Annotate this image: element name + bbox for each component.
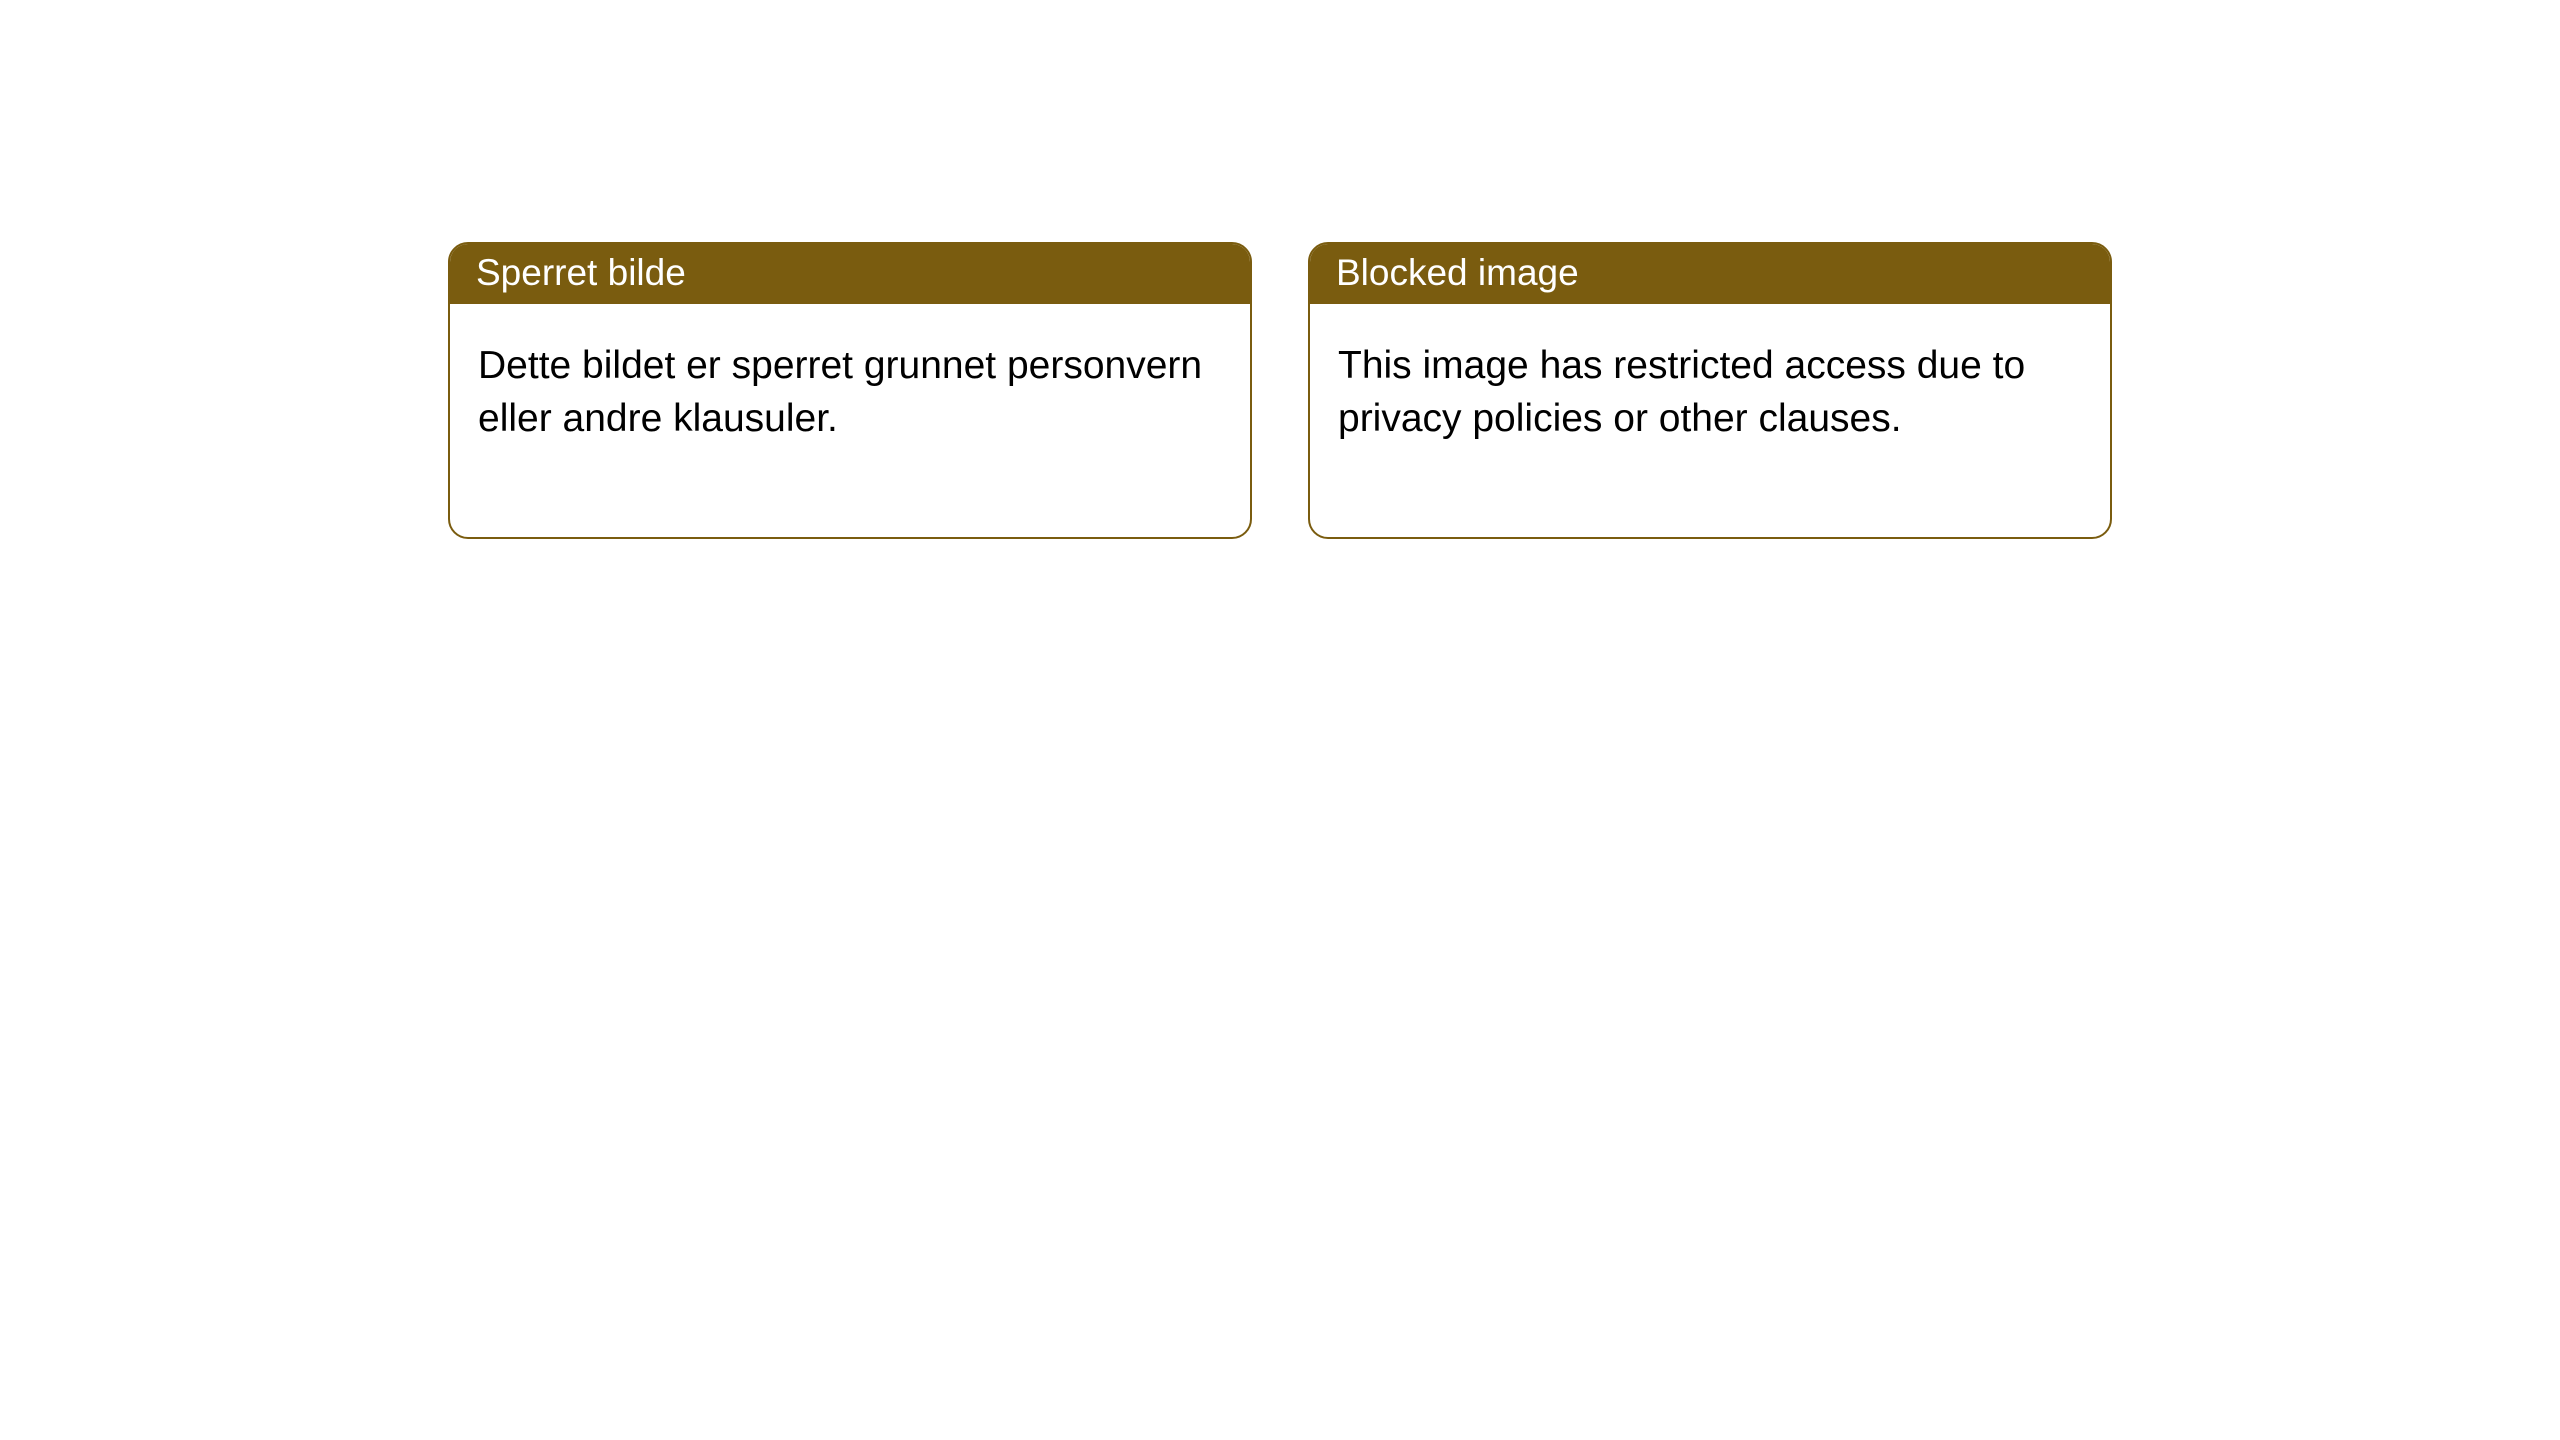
- card-header-no: Sperret bilde: [450, 244, 1250, 304]
- notice-row: Sperret bilde Dette bildet er sperret gr…: [0, 0, 2560, 539]
- blocked-image-card-en: Blocked image This image has restricted …: [1308, 242, 2112, 539]
- blocked-image-card-no: Sperret bilde Dette bildet er sperret gr…: [448, 242, 1252, 539]
- card-body-en: This image has restricted access due to …: [1310, 304, 2110, 537]
- card-body-no: Dette bildet er sperret grunnet personve…: [450, 304, 1250, 537]
- card-header-en: Blocked image: [1310, 244, 2110, 304]
